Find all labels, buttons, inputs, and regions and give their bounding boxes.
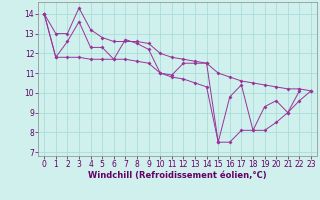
X-axis label: Windchill (Refroidissement éolien,°C): Windchill (Refroidissement éolien,°C) xyxy=(88,171,267,180)
